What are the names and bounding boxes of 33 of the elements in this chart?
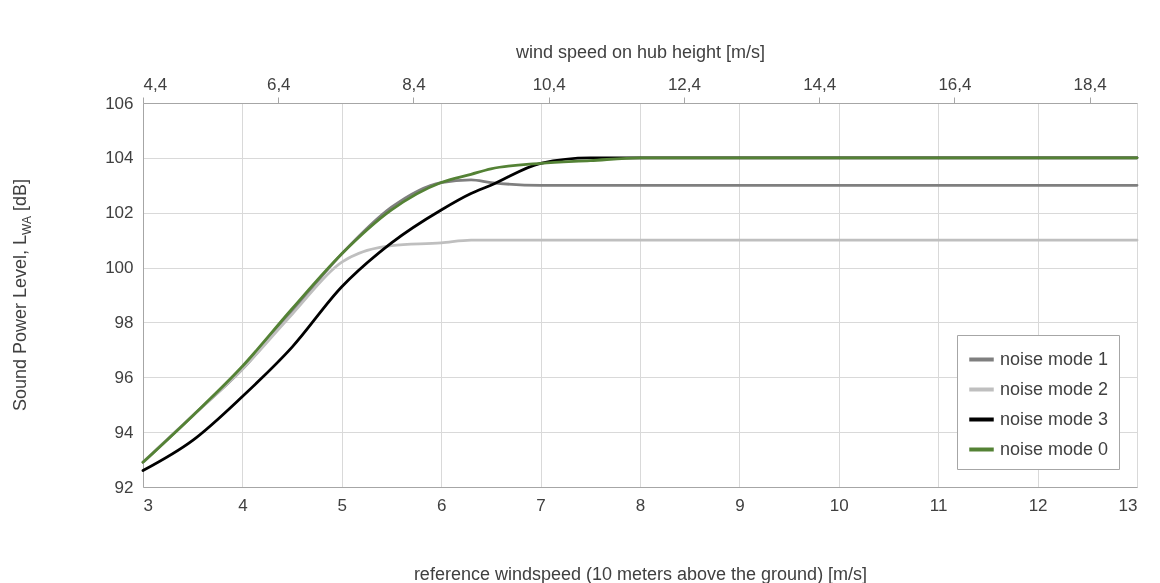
- y-tick-label: 102: [105, 203, 134, 223]
- x-tick-label: 11: [929, 495, 948, 515]
- x2-axis-title: wind speed on hub height [m/s]: [514, 41, 766, 62]
- x-axis-title: reference windspeed (10 meters above the ground) [m/s]: [413, 563, 868, 583]
- x-tick-label: 5: [337, 495, 348, 515]
- x-tick-label: 6: [436, 495, 447, 515]
- x2-tick-label: 10,4: [532, 74, 566, 94]
- y-tick-label: 98: [114, 312, 134, 332]
- x-tick-label: 13: [1118, 495, 1138, 515]
- legend-label: noise mode 3: [1000, 408, 1109, 429]
- y-tick-label: 92: [114, 477, 134, 497]
- x-tick-label: 3: [143, 495, 153, 515]
- x2-tick-label: 4,4: [143, 74, 168, 94]
- x-tick-label: 9: [735, 495, 745, 515]
- x2-tick-label: 12,4: [667, 74, 701, 94]
- y-tick-label: 100: [105, 258, 134, 278]
- legend-label: noise mode 1: [1000, 348, 1109, 369]
- x2-tick-label: 16,4: [938, 74, 972, 94]
- x-tick-label: 8: [635, 495, 646, 515]
- x-tick-label: 10: [829, 495, 849, 515]
- legend-label: noise mode 2: [1000, 378, 1109, 399]
- x2-tick-label: 8,4: [402, 74, 426, 94]
- y-tick-label: 104: [105, 148, 134, 168]
- y-tick-label: 106: [105, 93, 134, 113]
- x-tick-label: 7: [536, 495, 546, 515]
- x-tick-label: 12: [1028, 495, 1048, 515]
- x2-tick-label: 18,4: [1073, 74, 1107, 94]
- y-tick-label: 96: [114, 367, 134, 387]
- x-tick-label: 4: [238, 495, 248, 515]
- y-tick-label: 94: [114, 422, 134, 442]
- x2-tick-label: 6,4: [266, 74, 291, 94]
- legend-label: noise mode 0: [1000, 438, 1109, 459]
- x2-tick-label: 14,4: [803, 74, 837, 94]
